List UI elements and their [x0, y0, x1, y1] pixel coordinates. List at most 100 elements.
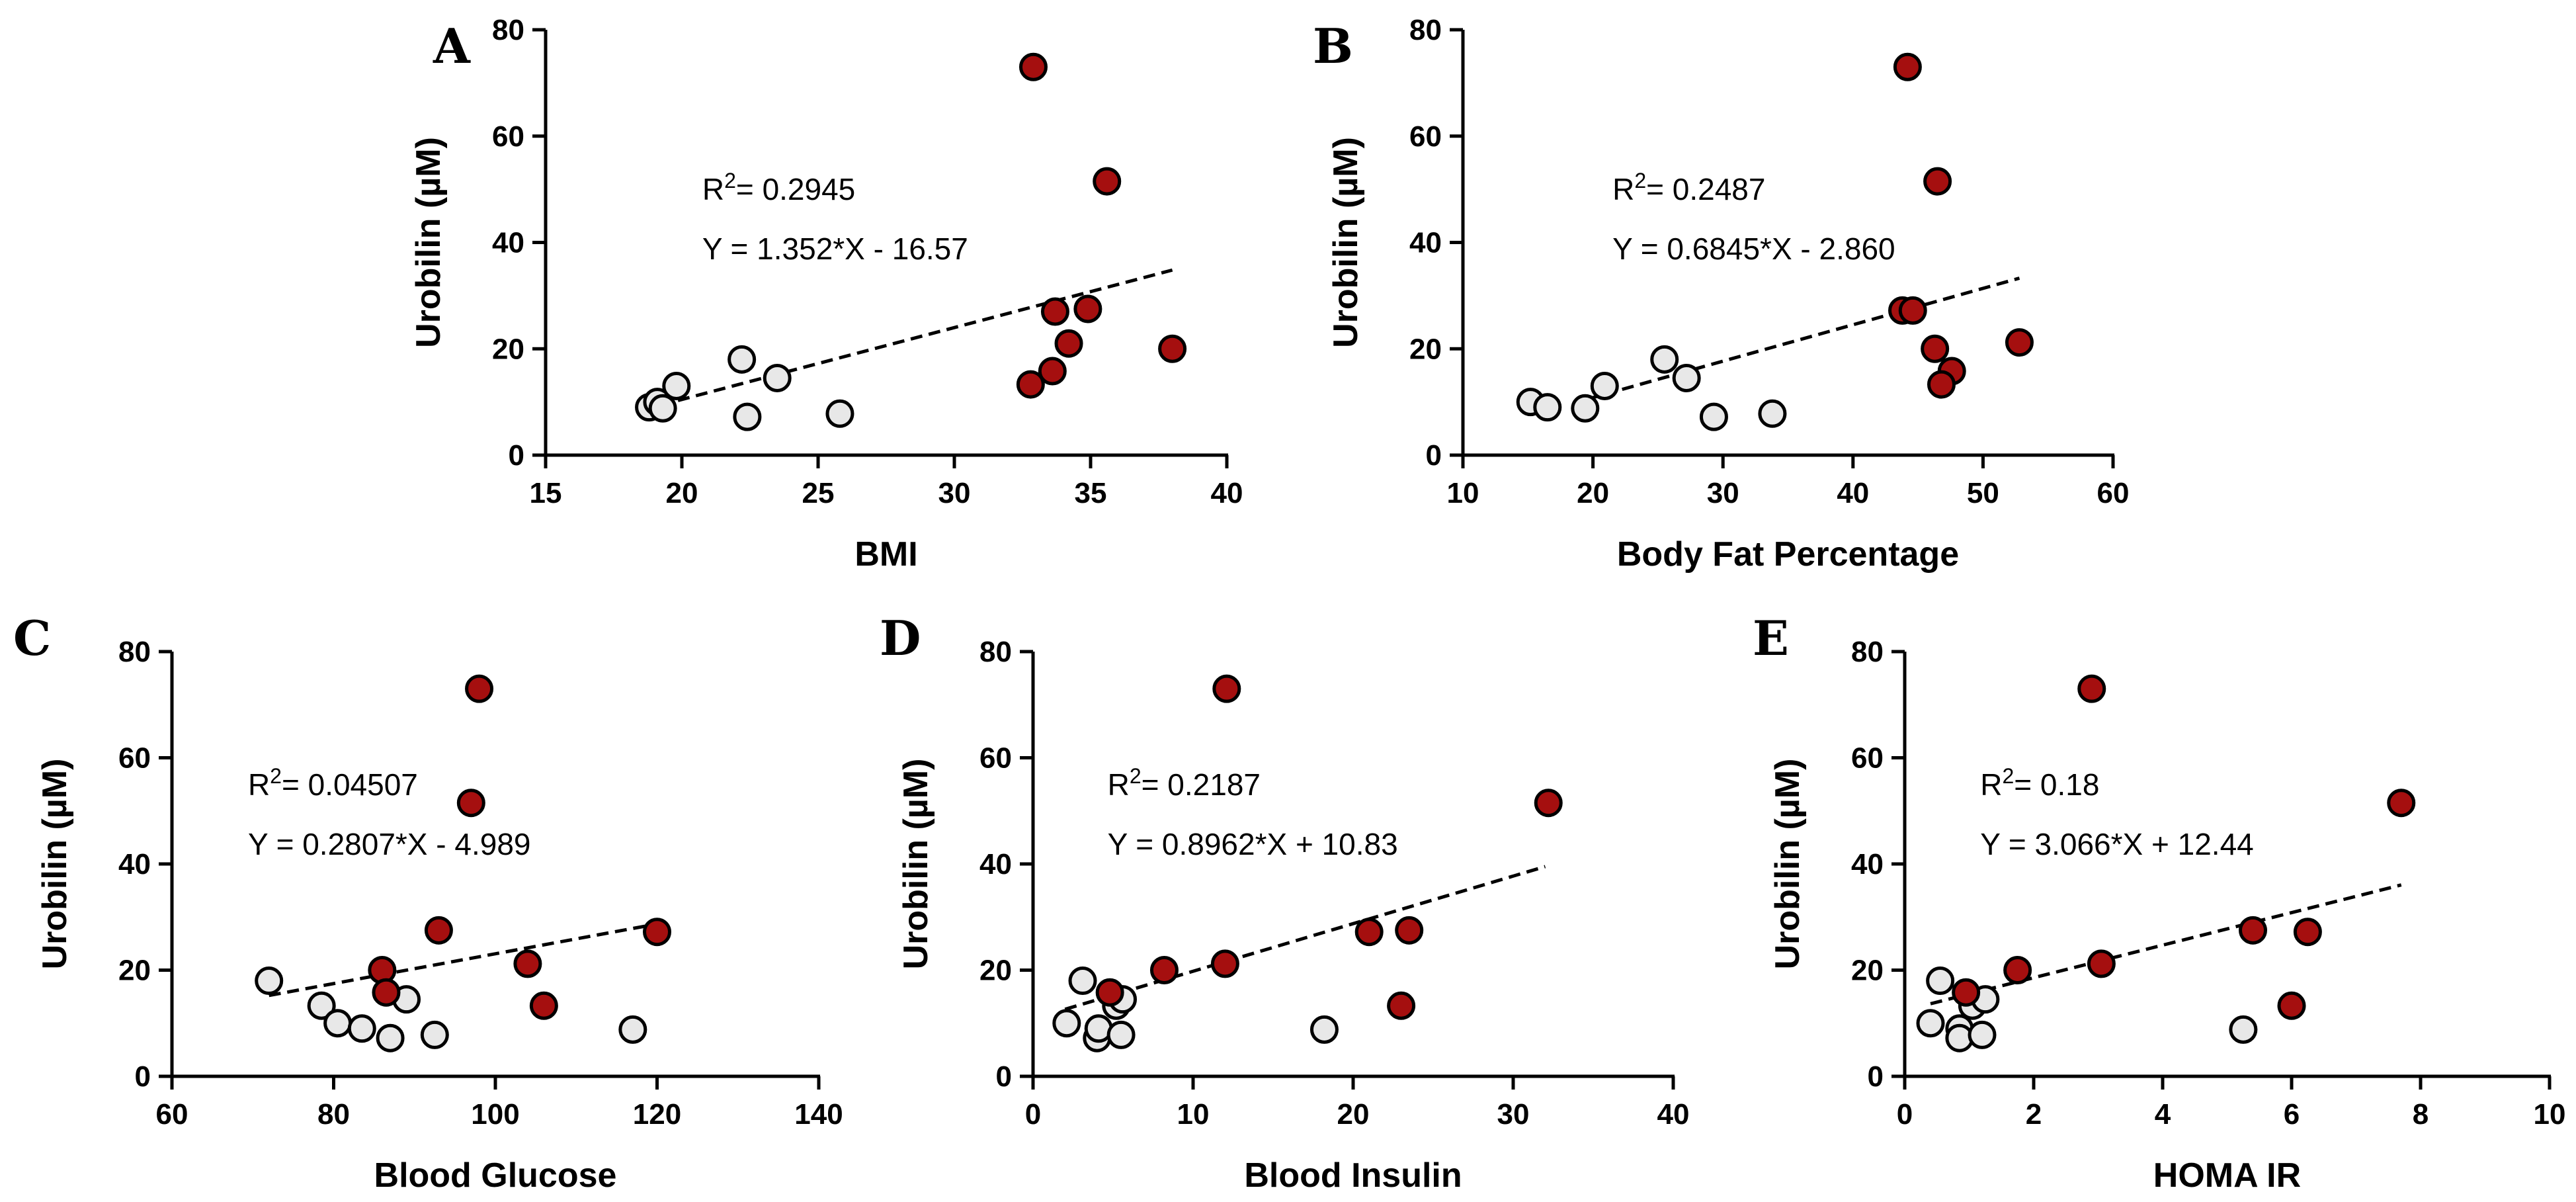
panel-e-equation-annotation: Y = 3.066*X + 12.44: [1980, 827, 2254, 861]
panel-e-point-group-dark: [2087, 949, 2116, 978]
panel-b-x-tick-label: 10: [1447, 477, 1479, 509]
panel-b-x-axis-title: Body Fat Percentage: [1617, 535, 1959, 574]
panel-d-point-group-light: [1309, 1015, 1339, 1044]
panel-b-point-group-dark: [1921, 334, 1950, 363]
panel-c-point-group-dark: [465, 674, 494, 703]
panel-b: B 0 20 40 60 80 10 20 30 40 50 60 Body Fat Percentag…: [1313, 14, 2129, 574]
panel-b-equation-annotation: Y = 0.6845*X - 2.860: [1612, 232, 1895, 266]
panel-b-point-group-light: [1533, 393, 1562, 422]
panel-d-x-tick-label: 20: [1337, 1098, 1370, 1131]
panel-d-x-tick-label: 40: [1657, 1098, 1690, 1131]
panel-a-x-axis-title: BMI: [854, 535, 917, 574]
panel-e-x-tick-label: 10: [2534, 1098, 2566, 1131]
panel-c-point-group-light: [255, 966, 284, 996]
panel-a-letter: A: [433, 18, 471, 74]
panel-b-point-group-light: [1650, 345, 1679, 374]
panel-e-x-tick-label: 6: [2284, 1098, 2300, 1131]
panel-a-point-group-light: [733, 402, 762, 431]
panel-a-point-group-light: [648, 394, 677, 423]
panel-c-point-group-light: [347, 1014, 376, 1043]
panel-a-point-group-dark: [1040, 297, 1069, 326]
panel-b-y-tick-label: 80: [1409, 14, 1442, 46]
panel-c-x-tick-label: 140: [794, 1098, 843, 1131]
panel-b-point-group-dark: [1893, 52, 1922, 81]
panel-c-x-tick-label: 100: [471, 1098, 519, 1131]
panel-e-x-tick-label: 8: [2413, 1098, 2429, 1131]
panel-e-y-axis-title: Urobilin (µM): [1768, 759, 1807, 970]
panel-d-point-group-dark: [1395, 916, 1424, 945]
panel-d-y-tick-label: 60: [979, 742, 1012, 775]
panel-d-point-group-dark: [1210, 949, 1239, 978]
panel-c-letter: C: [13, 610, 51, 666]
panel-b-point-group-light: [1571, 394, 1600, 423]
panel-b-x-tick-label: 20: [1577, 477, 1609, 509]
panel-d-point-group-dark: [1095, 978, 1124, 1007]
panel-b-x-tick-label: 50: [1967, 477, 1999, 509]
panel-a-y-tick-label: 0: [509, 439, 524, 472]
panel-b-x-tick-label: 40: [1837, 477, 1869, 509]
panel-c-fit-line: [269, 922, 657, 998]
panel-a-point-group-dark: [1158, 334, 1187, 363]
panel-b-y-axis-title: Urobilin (µM): [1327, 137, 1365, 348]
panel-e-x-tick-label: 4: [2155, 1098, 2171, 1131]
panel-a-point-group-light: [763, 363, 792, 392]
panel-d-x-tick-label: 30: [1497, 1098, 1530, 1131]
panel-e-point-group-light: [1968, 1020, 1997, 1049]
panel-e-point-group-dark: [2003, 956, 2032, 984]
panel-d-x-tick-label: 10: [1177, 1098, 1210, 1131]
panel-a-point-group-dark: [1073, 294, 1102, 323]
panel-a-y-tick-label: 80: [492, 14, 524, 46]
panel-a-y-tick-label: 20: [492, 333, 524, 365]
panel-e-y-tick-label: 20: [1851, 955, 1884, 987]
panel-e-point-group-light: [2229, 1015, 2258, 1044]
panel-a-point-group-dark: [1016, 370, 1045, 399]
panel-e-point-group-dark: [2387, 789, 2416, 818]
panel-c-point-group-light: [307, 991, 336, 1020]
panel-e-y-tick-label: 80: [1851, 636, 1884, 668]
panel-a-x-tick-label: 40: [1211, 477, 1243, 509]
panel-c-point-group-dark: [513, 949, 542, 978]
panel-a-x-tick-label: 15: [530, 477, 562, 509]
panel-c-x-tick-label: 120: [633, 1098, 681, 1131]
panel-d-y-tick-label: 80: [979, 636, 1012, 668]
panel-a-point-group-light: [825, 399, 854, 428]
panel-b-point-group-light: [1590, 372, 1619, 401]
panel-a-x-tick-label: 30: [938, 477, 971, 509]
panel-a-point-group-dark: [1054, 329, 1083, 358]
panel-a-x-tick-label: 35: [1075, 477, 1107, 509]
panel-b-point-group-light: [1672, 363, 1701, 392]
panel-c-point-group-dark: [424, 916, 453, 945]
panel-a-point-group-light: [662, 372, 691, 401]
panel-d-x-tick-label: 0: [1025, 1098, 1041, 1131]
panel-e-point-group-dark: [2239, 916, 2267, 945]
panel-c-y-tick-label: 0: [135, 1060, 151, 1093]
panel-b-letter: B: [1313, 18, 1353, 74]
panel-c-y-tick-label: 20: [118, 955, 151, 987]
panel-a-x-tick-label: 20: [666, 477, 698, 509]
panel-e-y-tick-label: 40: [1851, 848, 1884, 880]
panel-a-point-group-dark: [1093, 167, 1122, 196]
panel-b-y-tick-label: 0: [1426, 439, 1442, 472]
panel-b-y-tick-label: 40: [1409, 227, 1442, 259]
panel-d-y-tick-label: 20: [979, 955, 1012, 987]
panel-d-point-group-dark: [1354, 918, 1384, 947]
panel-c-point-group-dark: [456, 789, 485, 818]
panel-e-point-group-dark: [1952, 978, 1981, 1007]
panel-e-x-tick-label: 0: [1897, 1098, 1913, 1131]
panel-a-y-tick-label: 40: [492, 227, 524, 259]
panel-c-y-axis-title: Urobilin (µM): [36, 759, 74, 970]
panel-e-x-axis-title: HOMA IR: [2153, 1156, 2301, 1195]
panel-e-r2-annotation: R2= 0.18: [1980, 764, 2099, 802]
panel-d-point-group-light: [1068, 966, 1097, 996]
panel-c-y-tick-label: 80: [118, 636, 151, 668]
panel-e-y-tick-label: 60: [1851, 742, 1884, 775]
panel-e-point-group-dark: [2277, 991, 2306, 1020]
panel-d-point-group-dark: [1534, 789, 1563, 818]
panel-c-point-group-dark: [643, 918, 671, 947]
panel-e-letter: E: [1753, 610, 1789, 666]
panel-c-point-group-light: [376, 1023, 405, 1052]
panel-d-y-tick-label: 40: [979, 848, 1012, 880]
panel-b-x-tick-label: 60: [2097, 477, 2130, 509]
panel-b-point-group-dark: [1923, 167, 1952, 196]
panel-c-x-tick-label: 60: [156, 1098, 188, 1131]
